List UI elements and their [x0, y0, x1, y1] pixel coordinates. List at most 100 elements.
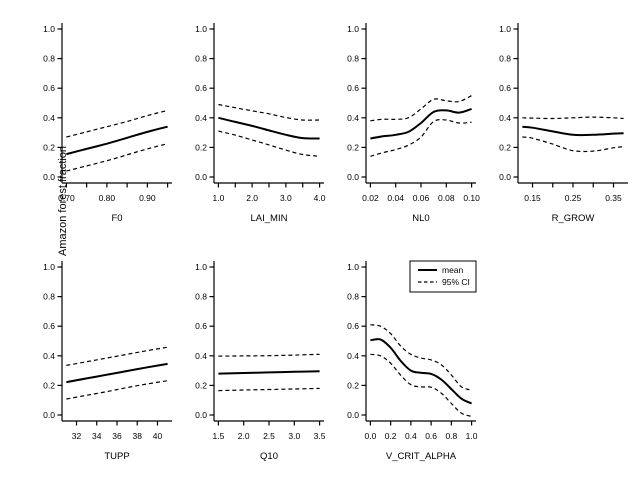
series-upper_95ci: [66, 109, 168, 138]
panel-NL0: 0.0 0.2 0.4 0.6 0.8 1.0 0.02 0.04 0.06 0.08 0.10 NL…: [332, 12, 488, 239]
axis-text: 0.6: [347, 321, 359, 331]
axis-text: 3.0: [280, 193, 292, 203]
axis-text: 38: [133, 431, 143, 441]
axis-text: 0.4: [347, 113, 359, 123]
series-mean: [218, 370, 320, 375]
x-axis-title: Q10: [260, 451, 278, 462]
axis-text: 4.0: [314, 193, 326, 203]
axis-text: 0.2: [347, 142, 359, 152]
axis-text: 2.0: [246, 193, 258, 203]
axis-text: 0.70: [58, 193, 75, 203]
axis-text: 36: [112, 431, 122, 441]
x-axis-title: F0: [111, 213, 122, 224]
axis-text: 0.6: [425, 431, 437, 441]
axis-text: 0.0: [43, 172, 55, 182]
axis-text: 0.8: [43, 54, 55, 64]
axis-text: 0.8: [445, 431, 457, 441]
panel-TUPP: 0.0 0.2 0.4 0.6 0.8 1.0 32 34 36 38 40 TUPP: [28, 250, 184, 477]
plot-TUPP: 0.0 0.2 0.4 0.6 0.8 1.0 32 34 36 38 40 TUPP: [43, 261, 172, 462]
axis-text: 0.0: [195, 410, 207, 420]
series-lower_95ci: [370, 353, 472, 418]
axis-text: 1.0: [195, 24, 207, 34]
legend-label: 95% CI: [442, 277, 470, 287]
x-axis-title: LAI_MIN: [251, 213, 288, 224]
axis-text: 0.6: [195, 321, 207, 331]
axis-text: 0.2: [499, 142, 511, 152]
axis-text: 1.0: [347, 24, 359, 34]
x-axis-title: R_GROW: [552, 213, 595, 224]
axis-text: 0.2: [385, 431, 397, 441]
axis-text: 0.8: [195, 54, 207, 64]
axis-text: 1.0: [43, 262, 55, 272]
plot-R_GROW: 0.0 0.2 0.4 0.6 0.8 1.0 0.15 0.25 0.35 R_GROW: [499, 23, 628, 224]
series-lower_95ci: [218, 387, 320, 392]
x-axis-title: TUPP: [104, 451, 129, 462]
axis-text: 40: [153, 431, 163, 441]
plot-NL0: 0.0 0.2 0.4 0.6 0.8 1.0 0.02 0.04 0.06 0.08 0.10 NL…: [347, 23, 480, 224]
axis-text: 34: [92, 431, 102, 441]
series-lower_95ci: [218, 130, 320, 157]
axis-text: 0.80: [99, 193, 116, 203]
axis-text: 0.15: [524, 193, 541, 203]
axis-text: 0.0: [347, 410, 359, 420]
axis-text: 1.0: [195, 262, 207, 272]
axis-text: 0.4: [43, 113, 55, 123]
x-axis-title: NL0: [412, 213, 429, 224]
axis-text: 3.0: [288, 431, 300, 441]
series-mean: [370, 107, 472, 140]
series-mean: [218, 116, 320, 140]
axis-text: 0.4: [43, 351, 55, 361]
legend-label: mean: [442, 265, 464, 275]
axis-text: 0.4: [405, 431, 417, 441]
axis-text: 0.35: [605, 193, 622, 203]
series-lower_95ci: [522, 136, 624, 153]
axis-text: 1.0: [466, 431, 478, 441]
series-lower_95ci: [370, 119, 472, 157]
axis-text: 2.0: [238, 431, 250, 441]
axis-text: 0.0: [364, 431, 376, 441]
series-mean: [66, 125, 168, 156]
axis-text: 0.10: [463, 193, 480, 203]
series-upper_95ci: [66, 346, 168, 366]
axis-text: 0.2: [43, 380, 55, 390]
axis-text: 0.25: [565, 193, 582, 203]
series-mean: [522, 125, 624, 137]
axis-text: 0.4: [499, 113, 511, 123]
axis-text: 0.0: [499, 172, 511, 182]
axis-text: 1.0: [347, 262, 359, 272]
axis-text: 0.2: [195, 380, 207, 390]
axis-text: 0.02: [362, 193, 379, 203]
series-lower_95ci: [66, 380, 168, 400]
axis-text: 0.0: [43, 410, 55, 420]
series-upper_95ci: [370, 324, 472, 391]
series-mean: [66, 362, 168, 384]
axis-text: 0.6: [43, 83, 55, 93]
series-upper_95ci: [522, 116, 624, 120]
plot-F0: 0.0 0.2 0.4 0.6 0.8 1.0 0.70 0.80 0.90 F0: [43, 23, 172, 224]
panel-R_GROW: 0.0 0.2 0.4 0.6 0.8 1.0 0.15 0.25 0.35 R_GROW: [484, 12, 640, 239]
axis-text: 0.8: [43, 292, 55, 302]
series-lower_95ci: [66, 143, 168, 172]
series-upper_95ci: [218, 103, 320, 121]
plot-V_CRIT_ALPHA: 0.0 0.2 0.4 0.6 0.8 1.0 0.0 0.2 0.4 0.6 0.8 1.0 V_CR…: [347, 260, 478, 462]
axis-text: 0.8: [499, 54, 511, 64]
axis-text: 2.5: [263, 431, 275, 441]
axis-text: 0.4: [195, 351, 207, 361]
axis-text: 0.4: [347, 351, 359, 361]
axis-text: 1.0: [212, 193, 224, 203]
axis-text: 32: [72, 431, 82, 441]
axis-text: 0.6: [43, 321, 55, 331]
axis-text: 0.06: [413, 193, 430, 203]
axis-text: 0.2: [347, 380, 359, 390]
axis-text: 0.08: [438, 193, 455, 203]
axis-text: 1.0: [43, 24, 55, 34]
panel-Q10: 0.0 0.2 0.4 0.6 0.8 1.0 1.5 2.0 2.5 3.0 3.5 Q10: [180, 250, 336, 477]
panel-F0: 0.0 0.2 0.4 0.6 0.8 1.0 0.70 0.80 0.90 F0: [28, 12, 184, 239]
axis-text: 0.90: [139, 193, 156, 203]
axis-text: 1.0: [499, 24, 511, 34]
x-axis-title: V_CRIT_ALPHA: [386, 451, 457, 462]
panel-V_CRIT_ALPHA: 0.0 0.2 0.4 0.6 0.8 1.0 0.0 0.2 0.4 0.6 0.8 1.0 V_CR…: [332, 250, 488, 477]
panel-LAI_MIN: 0.0 0.2 0.4 0.6 0.8 1.0 1.0 2.0 3.0 4.0 LAI_MIN: [180, 12, 336, 239]
legend-box: [409, 260, 477, 293]
